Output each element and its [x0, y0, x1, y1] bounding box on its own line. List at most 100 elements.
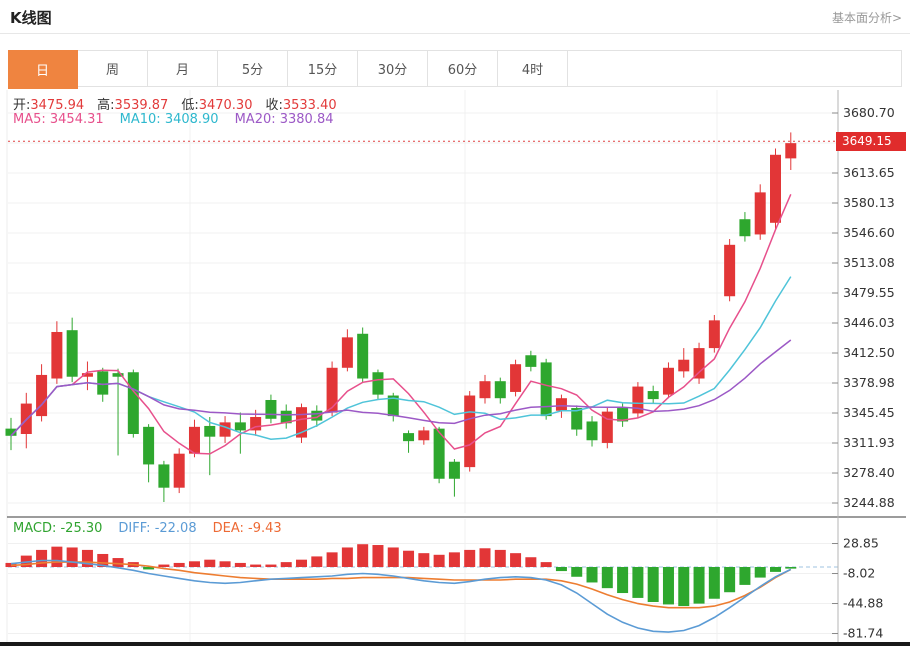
candle[interactable] [188, 426, 200, 454]
macd-bar[interactable] [739, 567, 751, 585]
candle[interactable] [448, 461, 460, 479]
candle[interactable] [204, 425, 216, 437]
macd-bar[interactable] [494, 549, 506, 567]
tab-日[interactable]: 日 [8, 50, 78, 89]
candle[interactable] [66, 330, 78, 377]
macd-bar[interactable] [571, 567, 583, 577]
candle[interactable] [754, 192, 766, 235]
macd-bar[interactable] [662, 567, 674, 605]
candle[interactable] [403, 433, 415, 442]
macd-bar[interactable] [158, 564, 170, 567]
candle[interactable] [265, 399, 277, 419]
candle[interactable] [280, 410, 292, 424]
macd-bar[interactable] [372, 545, 384, 567]
candle[interactable] [36, 374, 48, 417]
macd-bar[interactable] [51, 546, 63, 567]
macd-bar[interactable] [617, 567, 629, 594]
macd-bar[interactable] [311, 556, 323, 567]
candles-layer[interactable] [5, 132, 797, 503]
tab-月[interactable]: 月 [148, 51, 218, 86]
macd-bar[interactable] [219, 561, 231, 567]
candle[interactable] [127, 372, 139, 435]
candle[interactable] [770, 154, 781, 223]
macd-bar[interactable] [708, 567, 720, 599]
macd-bar[interactable] [143, 567, 155, 570]
tab-30分[interactable]: 30分 [358, 51, 428, 86]
macd-bar[interactable] [296, 559, 308, 567]
candle[interactable] [219, 422, 231, 437]
candle[interactable] [571, 408, 583, 430]
candle[interactable] [724, 244, 736, 297]
candle[interactable] [525, 355, 537, 367]
candle[interactable] [693, 348, 705, 379]
macd-bar[interactable] [265, 564, 277, 567]
candle[interactable] [785, 143, 797, 159]
macd-bar[interactable] [785, 567, 797, 569]
macd-bar[interactable] [357, 544, 369, 567]
macd-bar[interactable] [326, 552, 338, 567]
candle[interactable] [97, 371, 109, 395]
candle[interactable] [647, 391, 659, 400]
macd-bar[interactable] [724, 567, 736, 593]
candle[interactable] [372, 372, 384, 395]
candle[interactable] [601, 411, 613, 443]
candle[interactable] [494, 381, 506, 399]
candle[interactable] [617, 408, 629, 422]
candle[interactable] [678, 359, 690, 372]
macd-bar[interactable] [66, 547, 78, 567]
macd-bar[interactable] [81, 549, 93, 567]
macd-bar[interactable] [479, 548, 491, 567]
macd-bar[interactable] [647, 567, 659, 602]
macd-bar[interactable] [36, 549, 48, 567]
candle[interactable] [51, 331, 63, 379]
candle[interactable] [510, 364, 522, 392]
macd-bar[interactable] [403, 550, 415, 567]
macd-bar[interactable] [601, 567, 613, 589]
macd-bar[interactable] [204, 559, 216, 567]
macd-bar[interactable] [754, 567, 766, 578]
macd-bar[interactable] [586, 567, 598, 583]
candle[interactable] [418, 430, 430, 441]
macd-bar[interactable] [770, 567, 781, 572]
candle[interactable] [341, 337, 353, 368]
candle[interactable] [357, 333, 369, 379]
macd-bar[interactable] [448, 552, 460, 567]
macd-bar[interactable] [693, 567, 705, 604]
candle[interactable] [632, 386, 644, 414]
macd-bar[interactable] [280, 562, 292, 567]
macd-bar[interactable] [632, 567, 644, 598]
macd-layer[interactable] [5, 544, 839, 633]
macd-bar[interactable] [112, 558, 124, 567]
candle[interactable] [5, 428, 17, 436]
candle[interactable] [326, 367, 338, 413]
candle[interactable] [250, 416, 262, 431]
candle[interactable] [158, 464, 170, 488]
candle[interactable] [311, 410, 323, 421]
candle[interactable] [464, 395, 476, 468]
candle[interactable] [479, 381, 491, 399]
macd-bar[interactable] [341, 547, 353, 567]
macd-bar[interactable] [188, 561, 200, 567]
candle[interactable] [433, 428, 445, 479]
macd-bar[interactable] [234, 562, 246, 567]
candle[interactable] [234, 422, 246, 431]
tab-15分[interactable]: 15分 [288, 51, 358, 86]
tab-60分[interactable]: 60分 [428, 51, 498, 86]
macd-bar[interactable] [433, 554, 445, 567]
macd-bar[interactable] [555, 567, 567, 572]
candle[interactable] [173, 453, 185, 488]
macd-bar[interactable] [678, 567, 690, 607]
candle[interactable] [296, 407, 308, 438]
candle[interactable] [662, 367, 674, 395]
candle[interactable] [708, 320, 720, 349]
macd-bar[interactable] [540, 562, 552, 567]
candle[interactable] [586, 421, 598, 441]
macd-bar[interactable] [250, 564, 262, 567]
macd-bar[interactable] [525, 557, 537, 567]
macd-bar[interactable] [418, 553, 430, 567]
macd-bar[interactable] [510, 553, 522, 567]
tab-周[interactable]: 周 [78, 51, 148, 86]
tab-4时[interactable]: 4时 [498, 51, 568, 86]
candle[interactable] [540, 362, 552, 417]
